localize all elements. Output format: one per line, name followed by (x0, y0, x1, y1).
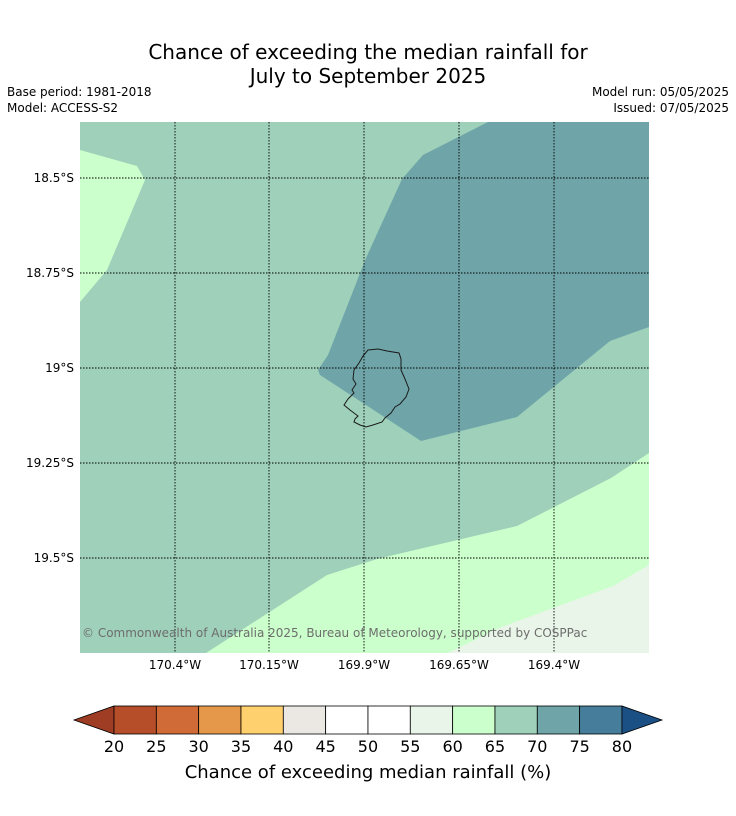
lat-label: 19.5°S (33, 551, 74, 565)
colorbar-tick-label: 45 (315, 737, 336, 756)
issued-label: Issued: 07/05/2025 (613, 101, 729, 115)
colorbar-cell-65-70 (494, 705, 538, 735)
colorbar-tick-label: 50 (357, 737, 379, 756)
rainfall-map (80, 122, 649, 653)
colorbar-tick-label: 75 (569, 737, 590, 756)
colorbar (72, 705, 664, 735)
model-label: Model: ACCESS-S2 (7, 101, 119, 115)
niue-island-coastline (343, 348, 410, 428)
lon-label: 170.15°W (239, 658, 299, 672)
colorbar-tick-label: 60 (442, 737, 463, 756)
lon-label: 169.65°W (429, 658, 489, 672)
colorbar-tick-label: 70 (527, 737, 548, 756)
colorbar-cell-40-45 (282, 705, 327, 735)
lat-label: 18.5°S (33, 171, 74, 185)
colorbar-tick-label: 55 (400, 737, 421, 756)
colorbar-cell-30-35 (198, 705, 242, 735)
colorbar-cell-60-65 (452, 705, 496, 735)
model-run-label: Model run: 05/05/2025 (591, 85, 729, 99)
colorbar-tick-label: 65 (484, 737, 506, 756)
colorbar-cell-55-60 (409, 705, 454, 735)
lat-label: 18.75°S (26, 266, 74, 280)
colorbar-cell-70-75 (536, 705, 581, 735)
colorbar-cells (72, 705, 664, 735)
region-60-65-south (206, 453, 649, 653)
title-line-1: Chance of exceeding the median rainfall … (148, 40, 588, 64)
region-55-60-southeast (448, 565, 649, 653)
colorbar-cell-75-80 (579, 705, 623, 735)
colorbar-cell-20-25 (113, 705, 157, 735)
copyright-notice: © Commonwealth of Australia 2025, Bureau… (82, 626, 588, 640)
colorbar-under-arrow (72, 705, 115, 735)
colorbar-cell-50-55 (367, 705, 411, 735)
colorbar-cell-35-40 (240, 705, 284, 735)
lat-label: 19°S (45, 361, 74, 375)
colorbar-tick-label: 35 (230, 737, 252, 756)
colorbar-tick-label: 80 (611, 737, 633, 756)
lat-label: 19.25°S (26, 456, 74, 470)
lon-label: 169.9°W (337, 658, 391, 672)
colorbar-cell-25-30 (155, 705, 200, 735)
colorbar-tick-label: 20 (103, 737, 125, 756)
colorbar-tick-label: 30 (188, 737, 209, 756)
region-60-65-northwest (80, 150, 145, 302)
colorbar-cell-45-50 (325, 705, 369, 735)
lon-label: 170.4°W (148, 658, 202, 672)
colorbar-tick-label: 40 (273, 737, 294, 756)
colorbar-title: Chance of exceeding median rainfall (%) (184, 762, 552, 783)
base-period-label: Base period: 1981-2018 (7, 85, 152, 99)
colorbar-tick-label: 25 (146, 737, 167, 756)
colorbar-over-arrow (621, 705, 664, 735)
lon-label: 169.4°W (527, 658, 581, 672)
map-gridlines (80, 122, 649, 653)
title-line-2: July to September 2025 (249, 64, 487, 88)
